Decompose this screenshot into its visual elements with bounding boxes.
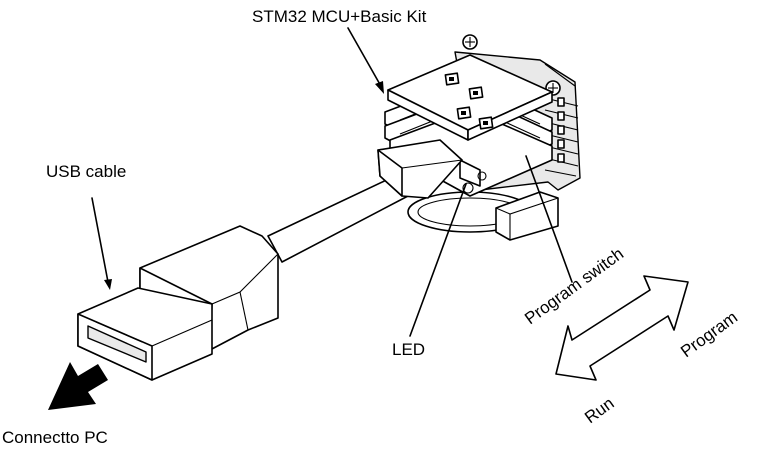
switch-direction-arrow-icon [555, 275, 689, 381]
pc-direction-arrow-icon [48, 362, 108, 410]
usb-plug-icon [77, 287, 213, 381]
run-label: Run [581, 394, 617, 428]
screw-icon [462, 34, 478, 50]
kit-label: STM32 MCU+Basic Kit [252, 7, 427, 26]
stm32-kit-illustration [384, 34, 581, 241]
led-label: LED [392, 340, 425, 359]
leader-lines [91, 27, 573, 337]
usb-cable-illustration [77, 139, 463, 381]
connect-pc-label: Connectto PC [2, 428, 108, 447]
program-label: Program [677, 308, 741, 362]
usb-cable-label: USB cable [46, 162, 126, 181]
